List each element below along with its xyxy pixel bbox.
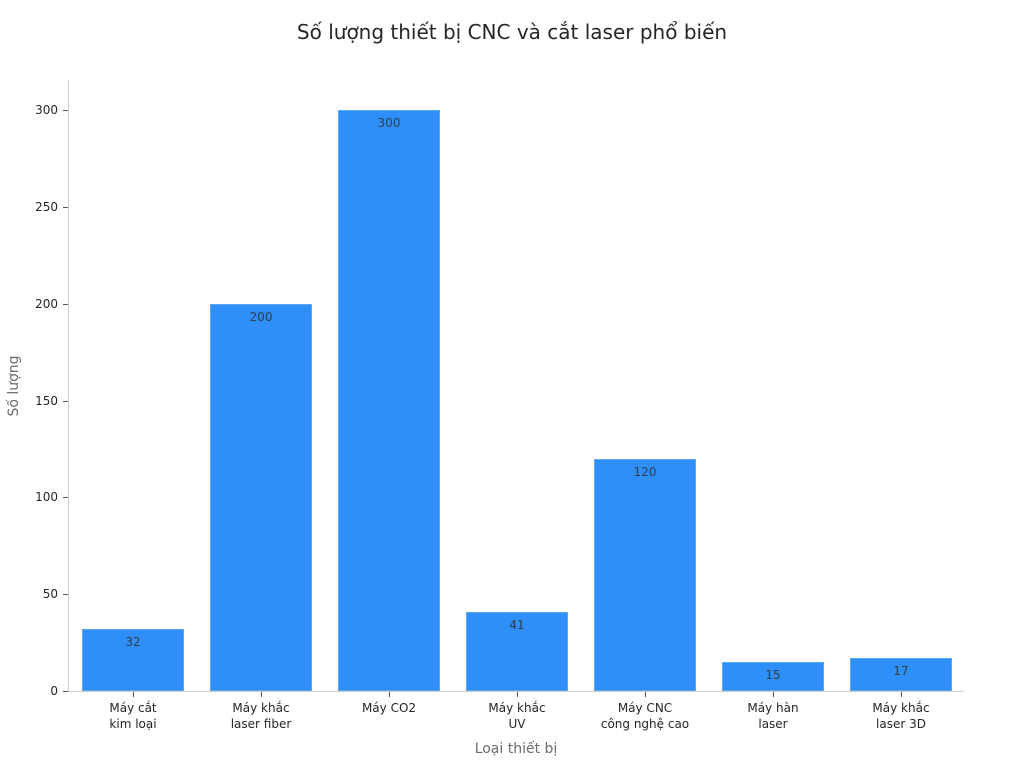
y-tick: 0 [0, 684, 68, 705]
chart-title: Số lượng thiết bị CNC và cắt laser phổ b… [296, 20, 728, 44]
x-tick-label-line: UV [508, 717, 526, 731]
x-tick-label-line: Máy khắc [232, 701, 290, 715]
x-tick-label: Máy CNC công nghệ cao [575, 700, 715, 732]
x-tick-mark [389, 692, 390, 697]
x-tick-label: Máy cắt kim loại [63, 700, 203, 732]
x-tick-label-line: Máy CNC [617, 701, 673, 715]
y-tick-label: 50 [42, 587, 58, 602]
y-tick-mark [63, 400, 68, 402]
bar: 120 [594, 458, 696, 691]
y-tick-mark [63, 691, 68, 692]
x-tick-label-line: laser [758, 717, 788, 731]
y-axis-line [68, 80, 69, 692]
bar-value-label: 17 [893, 664, 909, 679]
bar: 200 [210, 303, 312, 691]
x-tick-label: Máy hàn laser [703, 700, 843, 732]
y-tick-label: 100 [35, 490, 58, 505]
x-tick-label: Máy khắc laser fiber [191, 700, 331, 732]
bar-value-label: 41 [509, 617, 525, 632]
bar: 300 [338, 110, 440, 691]
x-tick-label-line: Máy hàn [747, 701, 799, 715]
x-tick-label-line: kim loại [109, 717, 157, 731]
bar-value-label: 32 [125, 635, 141, 650]
bar-value-label: 200 [249, 309, 273, 324]
bar: 41 [466, 611, 568, 691]
x-tick-label: Máy khắc UV [447, 700, 587, 732]
y-tick: 100 [0, 490, 68, 511]
x-tick-mark [517, 692, 518, 697]
bar: 32 [82, 629, 184, 691]
x-tick-label-line: Máy cắt [109, 701, 157, 715]
bar-value-label: 15 [765, 667, 781, 682]
x-tick-label-line: laser 3D [876, 717, 926, 731]
y-tick-label: 300 [35, 103, 58, 117]
x-tick-label-line: Máy khắc [872, 701, 930, 715]
y-tick: 150 [0, 394, 68, 415]
bar: 15 [722, 661, 824, 691]
x-tick-label-line: công nghệ cao [600, 717, 690, 731]
y-tick-mark [63, 497, 68, 499]
y-tick: 250 [0, 200, 68, 221]
y-tick-label: 200 [35, 296, 58, 311]
y-tick-label: 250 [35, 199, 58, 214]
y-tick-mark [63, 303, 68, 305]
x-tick-mark [133, 692, 134, 697]
x-tick-label-line: Máy CO2 [361, 701, 417, 715]
x-tick-label-line: Máy khắc [488, 701, 546, 715]
x-tick-label: Máy khắc laser 3D [831, 700, 971, 732]
x-tick-mark [261, 692, 262, 697]
x-tick-label-line: laser fiber [230, 717, 292, 731]
bar-value-label: 120 [633, 464, 657, 479]
y-tick-label: 0 [50, 684, 58, 698]
y-tick: 50 [0, 587, 68, 608]
y-tick-label: 150 [35, 393, 58, 408]
bar: 17 [850, 658, 952, 691]
x-tick-label: Máy CO2 [319, 700, 459, 716]
bar-value-label: 300 [377, 116, 401, 130]
y-tick-mark [63, 110, 68, 111]
x-axis-label: Loại thiết bị [474, 741, 558, 757]
x-axis-line [68, 691, 964, 692]
x-tick-mark [645, 692, 646, 697]
y-tick: 300 [0, 103, 68, 124]
x-tick-mark [773, 692, 774, 697]
x-tick-mark [901, 692, 902, 697]
y-tick: 200 [0, 297, 68, 318]
y-tick-mark [63, 594, 68, 596]
y-tick-mark [63, 206, 68, 208]
